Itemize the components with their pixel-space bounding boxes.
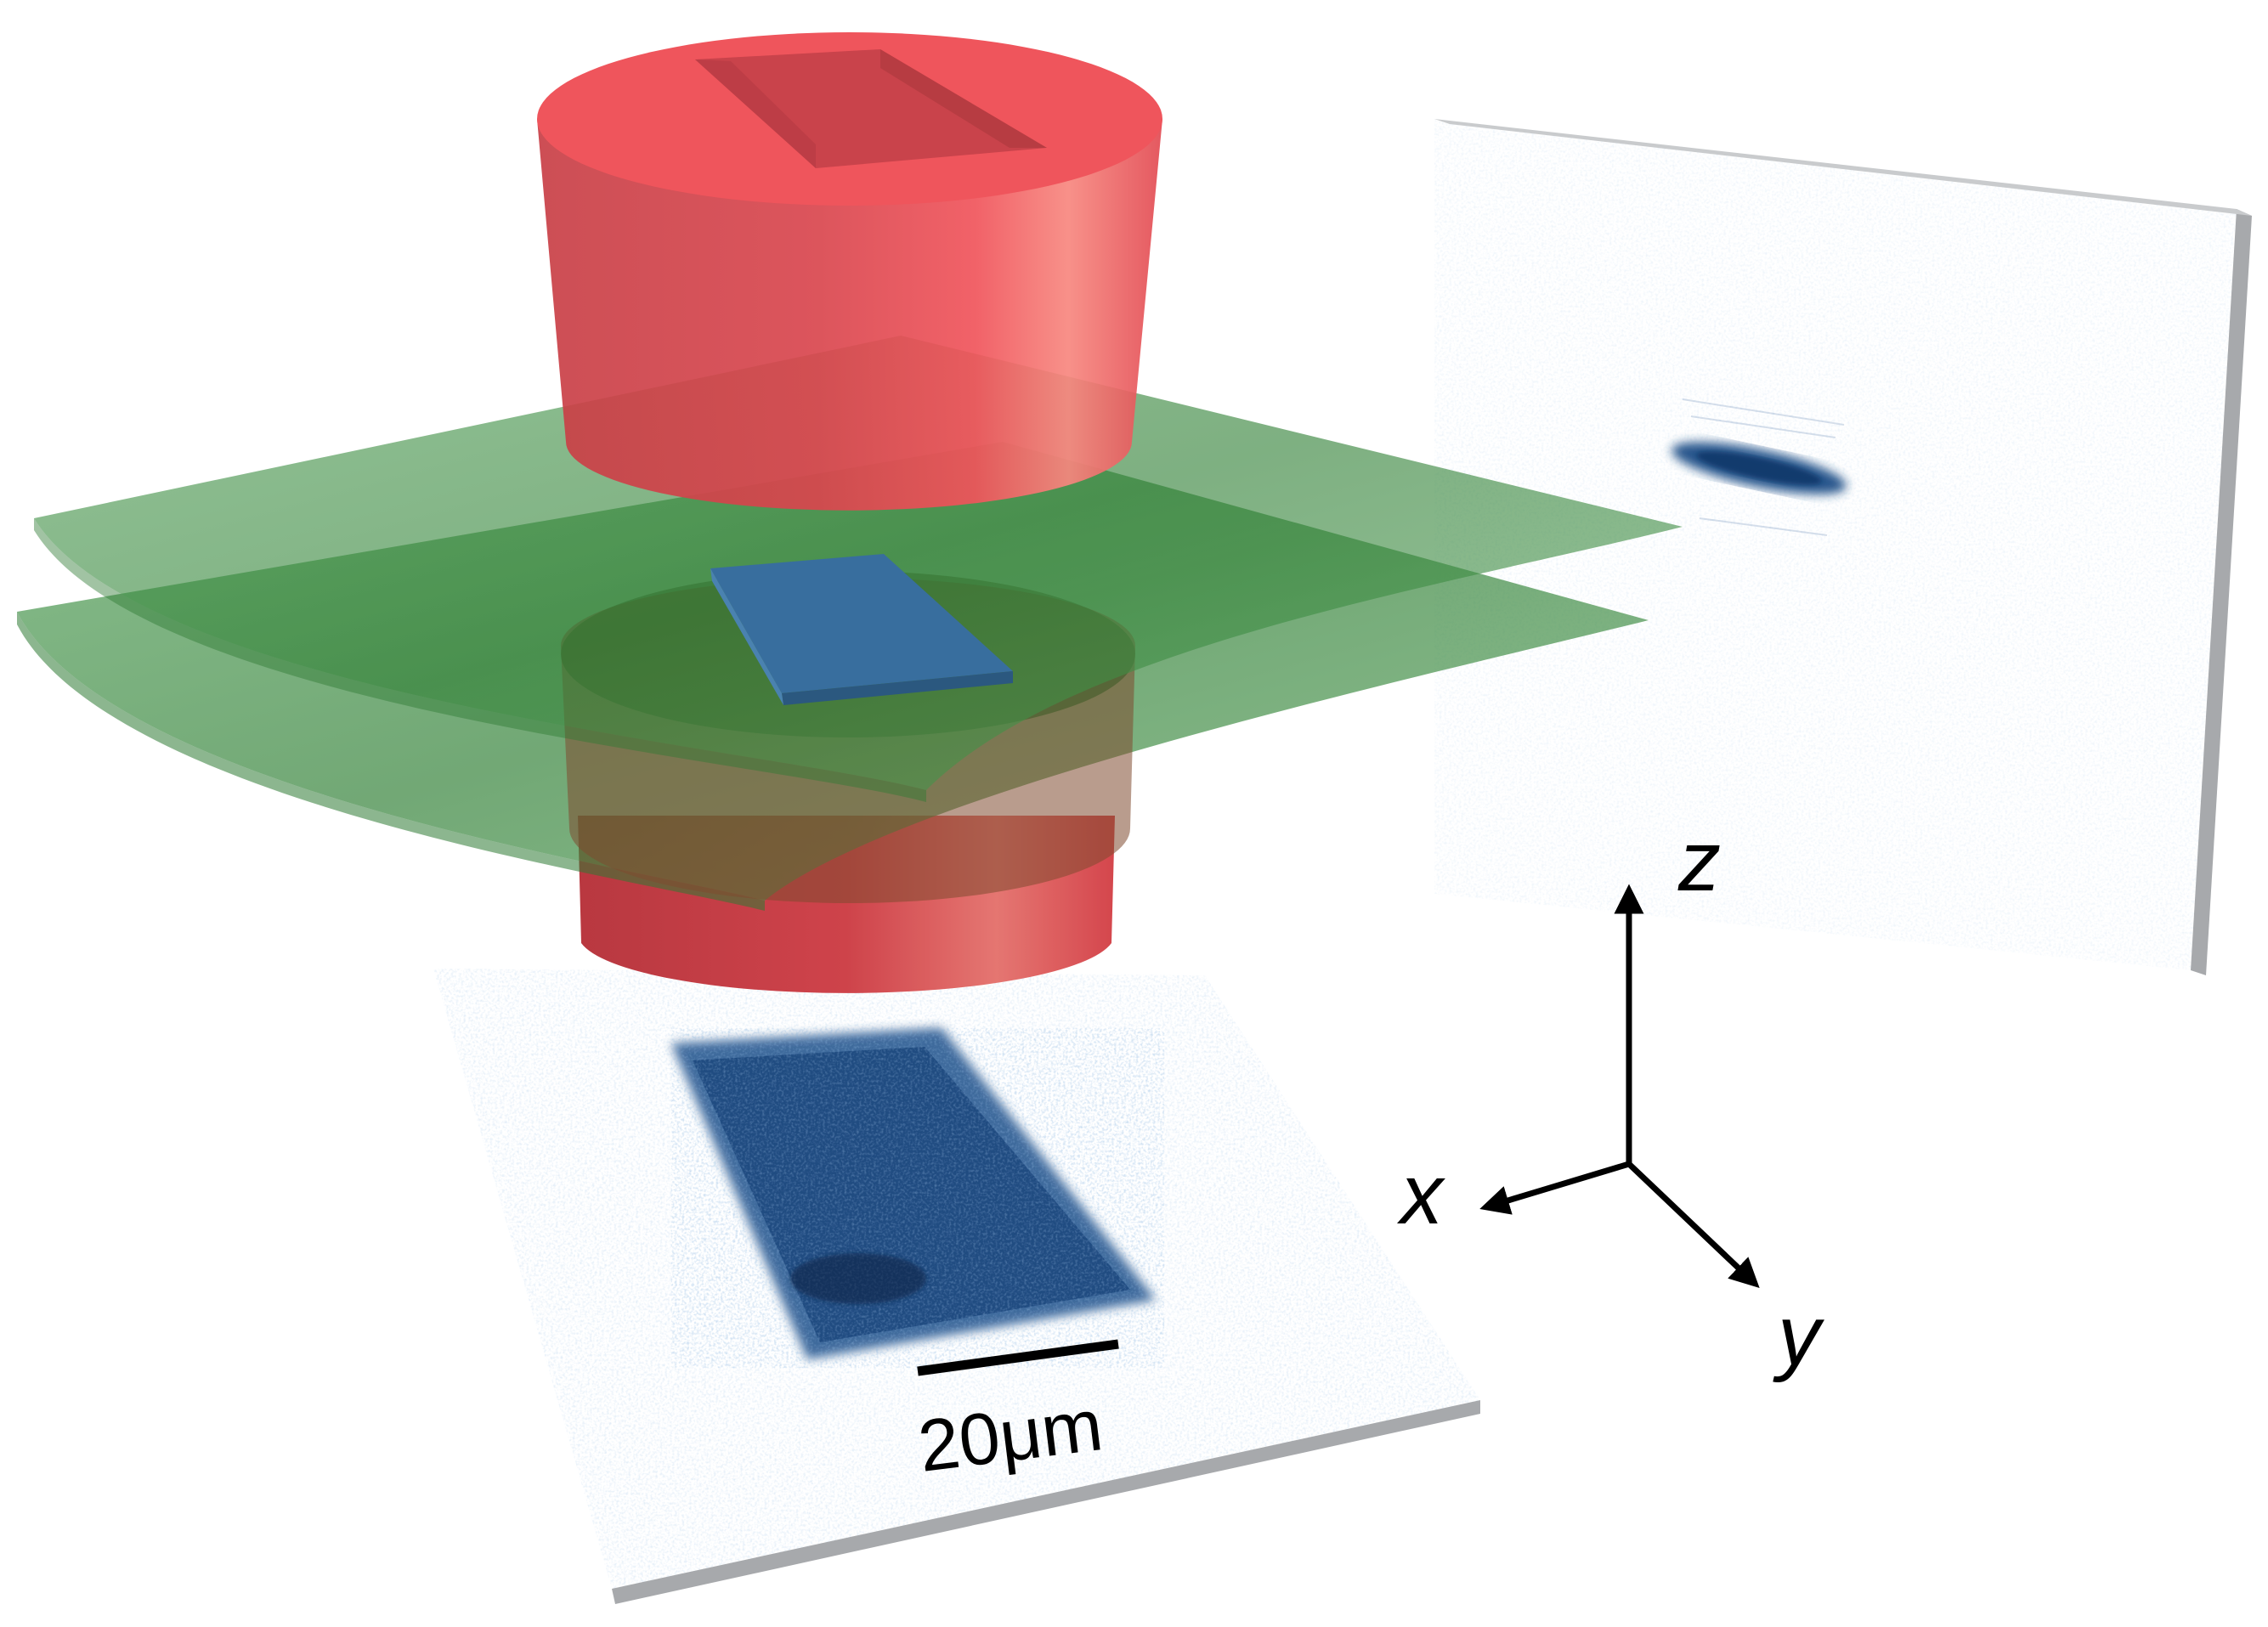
coordinate-axes bbox=[1479, 884, 1760, 1289]
sample-plate bbox=[710, 554, 1013, 705]
x-axis-arrow-icon bbox=[1479, 1161, 1631, 1215]
imaging-beam-upper bbox=[537, 32, 1162, 511]
side-view-atom-cloud bbox=[1671, 398, 1847, 536]
top-view-atom-cloud bbox=[671, 1028, 1164, 1368]
z-axis-label: z bbox=[1677, 814, 1721, 909]
y-axis-arrow-icon bbox=[1626, 1161, 1760, 1289]
bottom-detection-screen bbox=[433, 969, 1480, 1604]
x-axis-label: x bbox=[1397, 1147, 1445, 1242]
y-axis-label: y bbox=[1773, 1288, 1825, 1383]
